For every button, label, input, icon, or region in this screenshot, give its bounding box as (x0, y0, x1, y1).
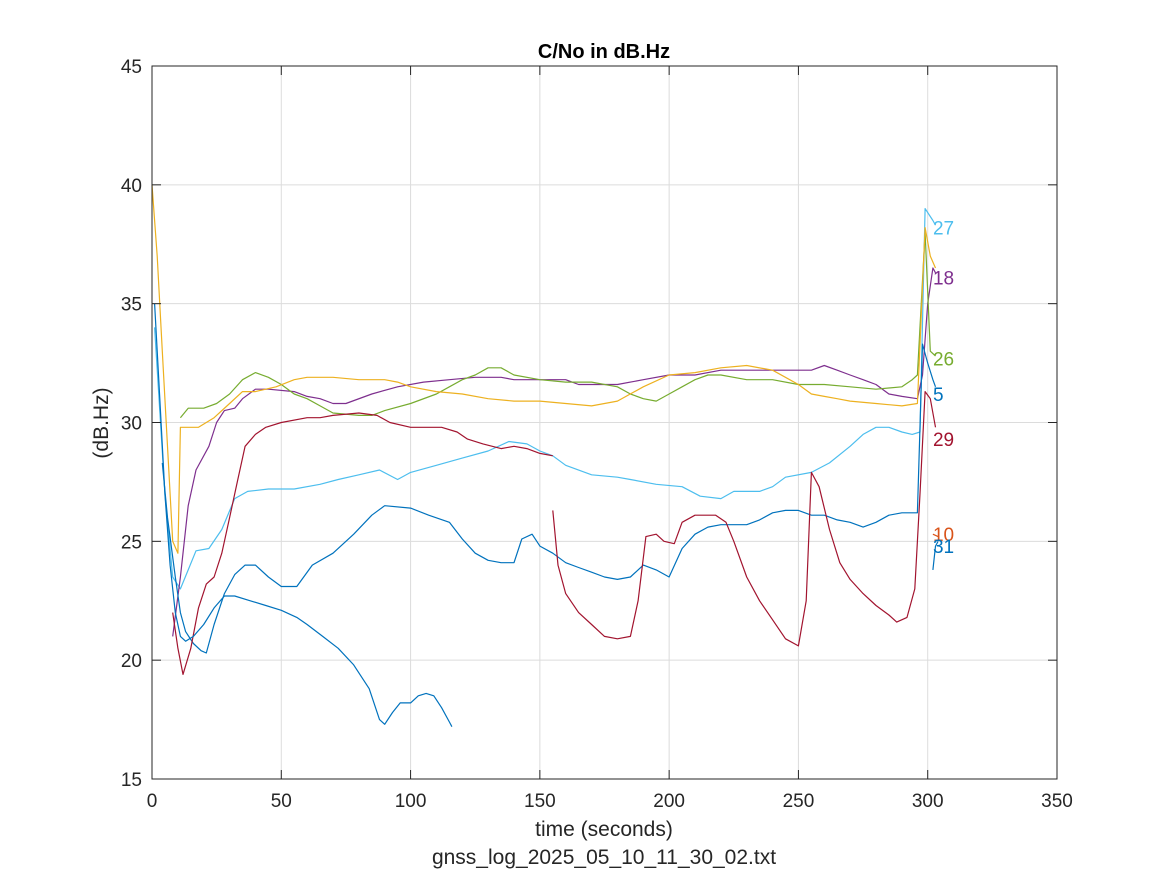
y-tick-label: 40 (121, 176, 142, 197)
series-line-ex (151, 184, 937, 554)
x-tick-label: 350 (1041, 791, 1073, 812)
series-line-31b (932, 541, 939, 570)
y-tick-label: 45 (121, 57, 142, 78)
y-tick-label: 30 (121, 414, 142, 435)
x-tick-label: 200 (653, 791, 685, 812)
x-tick-label: 300 (912, 791, 944, 812)
y-tick-label: 25 (121, 532, 142, 553)
series-line-5 (161, 343, 937, 654)
x-tick-label: 50 (271, 791, 292, 812)
series-line-10 (932, 533, 939, 538)
series-line-31 (154, 303, 453, 727)
x-tick-label: 150 (524, 791, 556, 812)
series-layer (151, 184, 939, 727)
y-tick-label: 20 (121, 651, 142, 672)
series-line-29b (552, 391, 937, 647)
series-label-27: 27 (933, 219, 954, 240)
series-label-31: 31 (933, 537, 954, 558)
x-tick-label: 250 (783, 791, 815, 812)
series-line-29 (172, 412, 553, 676)
series-label-10: 10 (933, 525, 954, 546)
file-name-subtitle: gnss_log_2025_05_10_11_30_02.txt (432, 846, 776, 869)
series-label-5: 5 (933, 385, 944, 406)
y-tick-label: 15 (121, 770, 142, 791)
series-label-18: 18 (933, 269, 954, 290)
series-line-26 (179, 231, 936, 419)
x-tick-label: 100 (395, 791, 427, 812)
x-tick-label: 0 (147, 791, 158, 812)
series-label-26: 26 (933, 349, 954, 370)
x-axis-title: time (seconds) (535, 818, 673, 841)
axis-ticks: 0 50 100 150 200 250 300 350 15 20 25 30 35 40 45 (121, 57, 1073, 812)
series-label-29: 29 (933, 430, 954, 451)
y-axis-title: (dB.Hz) (90, 387, 113, 458)
chart-title: C/No in dB.Hz (538, 41, 670, 63)
series-line-18 (172, 267, 937, 637)
y-tick-label: 35 (121, 295, 142, 316)
